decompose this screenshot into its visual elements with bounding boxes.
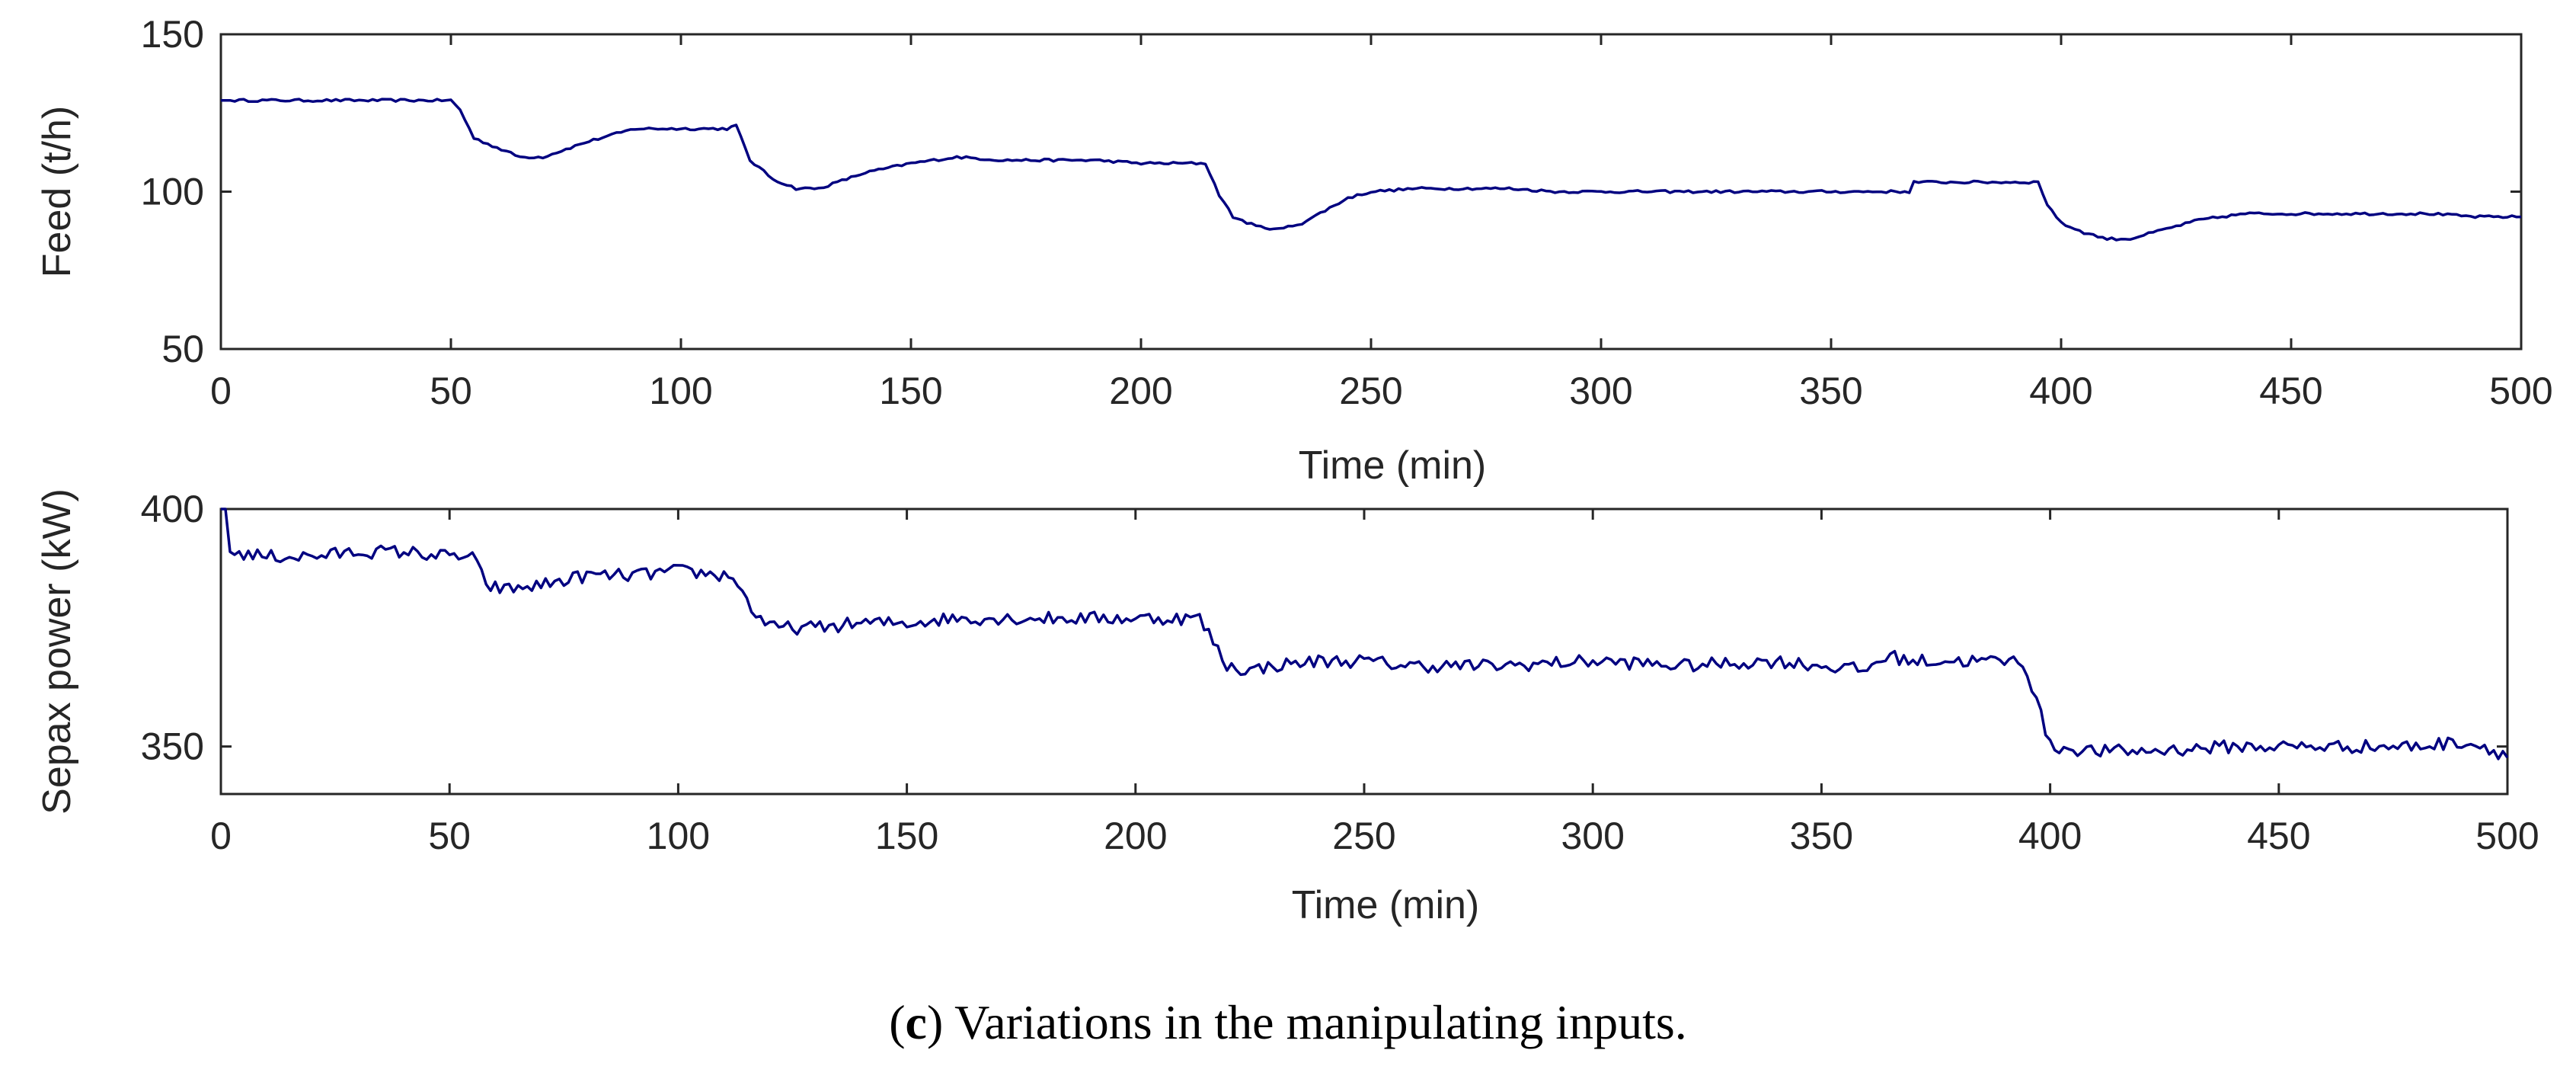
caption-letter: c <box>905 995 927 1049</box>
y-tick-label: 50 <box>161 328 204 370</box>
x-tick-label: 150 <box>879 370 942 412</box>
figure-caption: (c) Variations in the manipulating input… <box>0 994 2576 1051</box>
series-line-feed <box>221 98 2522 242</box>
x-tick-label: 450 <box>2259 370 2322 412</box>
x-tick-label: 450 <box>2247 815 2310 857</box>
x-axis-label: Time (min) <box>1299 443 1487 488</box>
x-tick-label: 500 <box>2475 815 2539 857</box>
caption-text: ) Variations in the manipulating inputs. <box>926 995 1687 1049</box>
y-tick-label: 350 <box>141 725 204 768</box>
caption-open: ( <box>889 995 906 1049</box>
x-tick-label: 350 <box>1790 815 1853 857</box>
y-tick-label: 100 <box>141 171 204 213</box>
x-tick-label: 300 <box>1561 815 1624 857</box>
x-tick-label: 350 <box>1799 370 1862 412</box>
y-tick-label: 400 <box>141 488 204 530</box>
x-tick-label: 200 <box>1104 815 1167 857</box>
x-tick-label: 50 <box>430 370 472 412</box>
x-tick-label: 250 <box>1332 815 1395 857</box>
x-tick-label: 400 <box>2018 815 2082 857</box>
y-tick-label: 150 <box>141 13 204 56</box>
x-tick-label: 50 <box>428 815 471 857</box>
x-tick-label: 150 <box>875 815 938 857</box>
x-tick-label: 250 <box>1339 370 1402 412</box>
plot-frame-2 <box>219 507 2509 796</box>
x-tick-label: 400 <box>2029 370 2092 412</box>
chart-area: 0 50 100 150 200 250 300 350 400 450 50050100150Ti… <box>35 13 2553 927</box>
x-tick-label: 0 <box>210 815 232 857</box>
y-axis-label: Sepax power (kW) <box>35 488 79 815</box>
y-axis-label: Feed (t/h) <box>35 106 79 277</box>
x-tick-label: 100 <box>649 370 712 412</box>
x-axis-label: Time (min) <box>1292 883 1480 927</box>
x-tick-label: 300 <box>1569 370 1632 412</box>
x-tick-label: 0 <box>210 370 232 412</box>
x-tick-label: 100 <box>647 815 710 857</box>
x-tick-label: 200 <box>1109 370 1172 412</box>
series-line-sepax-power <box>221 507 2509 760</box>
x-tick-label: 500 <box>2489 370 2552 412</box>
